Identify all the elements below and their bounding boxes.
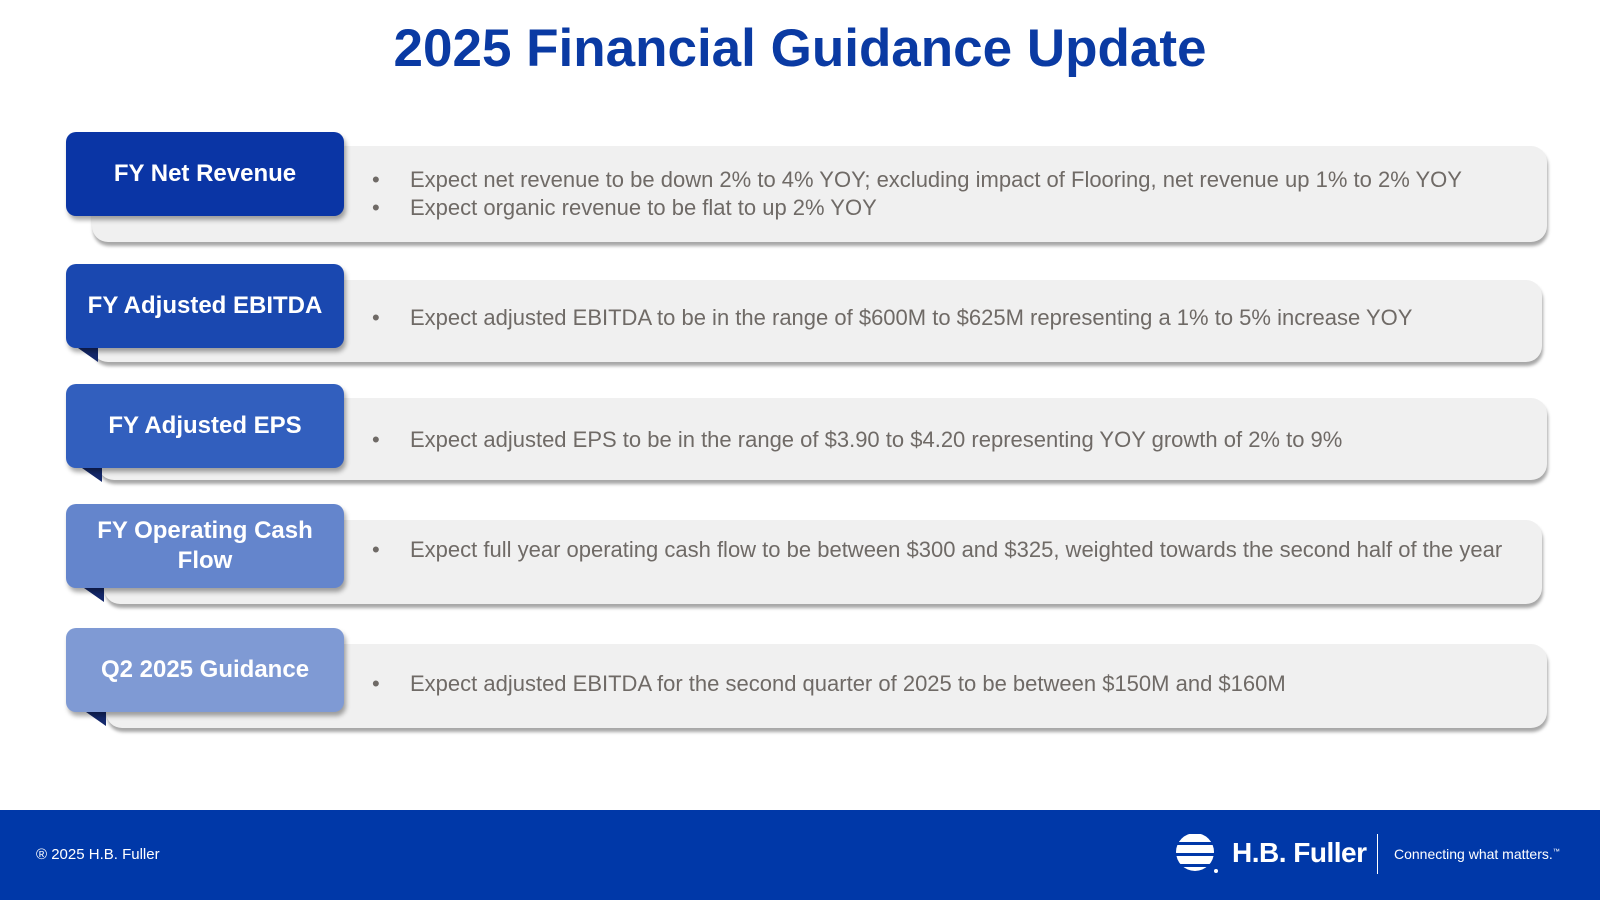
section-label-text: FY Net Revenue (113, 160, 297, 187)
section-bullets: Expect adjusted EPS to be in the range o… (372, 426, 1550, 454)
bullet-item: Expect adjusted EBITDA to be in the rang… (372, 304, 1550, 332)
label-fold-decoration (86, 712, 106, 726)
copyright-text: ® 2025 H.B. Fuller (36, 846, 160, 863)
footer-bar: ® 2025 H.B. Fuller H.B. Fuller Connectin… (0, 810, 1600, 900)
section-label: FY Operating Cash Flow (66, 504, 344, 588)
page-title: 2025 Financial Guidance Update (393, 19, 1207, 78)
bullet-item: Expect net revenue to be down 2% to 4% Y… (372, 166, 1550, 194)
section-label: FY Adjusted EBITDA (66, 264, 344, 348)
section-bullets: Expect net revenue to be down 2% to 4% Y… (372, 166, 1550, 222)
bullet-item: Expect adjusted EBITDA for the second qu… (372, 670, 1550, 698)
section-label-text: FY Adjusted EBITDA (87, 292, 323, 319)
section-label: Q2 2025 Guidance (66, 628, 344, 712)
logo-text: H.B. Fuller (1232, 837, 1367, 868)
section-bullets: Expect adjusted EBITDA for the second qu… (372, 670, 1550, 698)
section-label: FY Adjusted EPS (66, 384, 344, 468)
tagline: Connecting what matters.™ (1394, 846, 1560, 862)
label-fold-decoration (82, 468, 102, 482)
trademark-mark: ™ (1552, 848, 1560, 856)
logo-divider (1377, 834, 1378, 874)
section-label: FY Net Revenue (66, 132, 344, 216)
label-fold-decoration (84, 588, 104, 602)
label-fold-decoration (78, 348, 98, 362)
section-bullets: Expect full year operating cash flow to … (372, 536, 1550, 564)
section-label-text: FY Operating Cash Flow (97, 517, 313, 574)
section-label-text: Q2 2025 Guidance (100, 656, 310, 683)
bullet-item: Expect full year operating cash flow to … (372, 536, 1550, 564)
bullet-item: Expect organic revenue to be flat to up … (372, 194, 1550, 222)
section-bullets: Expect adjusted EBITDA to be in the rang… (372, 304, 1550, 332)
bullet-item: Expect adjusted EPS to be in the range o… (372, 426, 1550, 454)
hb-fuller-stripes-icon (1176, 832, 1220, 881)
section-label-text: FY Adjusted EPS (108, 412, 302, 439)
tagline-text: Connecting what matters. (1394, 846, 1553, 862)
